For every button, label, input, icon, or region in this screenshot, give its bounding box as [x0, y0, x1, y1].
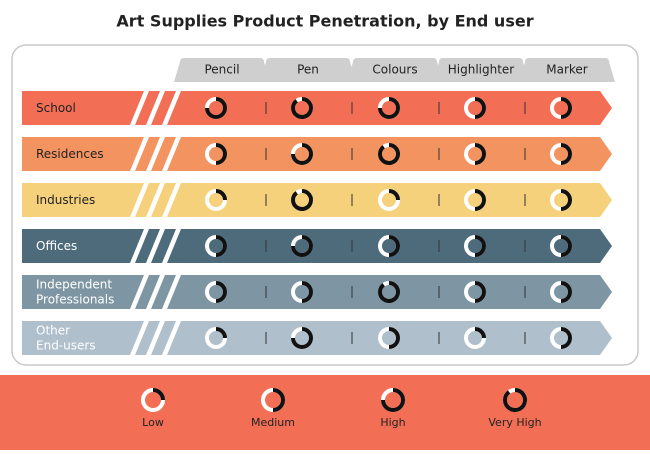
stripe [146, 229, 165, 263]
penetration-ring [291, 143, 313, 165]
row-label-line: Professionals [36, 292, 114, 306]
row-label-line: Residences [36, 147, 104, 161]
row-band [22, 321, 612, 355]
row-label: Offices [36, 239, 77, 253]
stripe [162, 275, 181, 309]
stripe [162, 137, 181, 171]
legend-ring [272, 388, 285, 412]
penetration-ring [378, 143, 400, 165]
legend-ring [381, 388, 405, 412]
stripe [146, 183, 165, 217]
column-tab [519, 58, 615, 82]
penetration-ring [291, 97, 313, 119]
penetration-ring [291, 235, 313, 257]
stripe [162, 183, 181, 217]
penetration-ring [215, 327, 227, 339]
stripe [130, 137, 149, 171]
column-tab [433, 58, 529, 82]
penetration-ring [560, 327, 572, 349]
column-tab [174, 58, 270, 82]
column-label: Pen [297, 63, 319, 77]
row-band [22, 183, 612, 217]
row-label: Residences [36, 147, 104, 161]
row-label: School [36, 101, 76, 115]
stripe [130, 275, 149, 309]
column-tab [347, 58, 443, 82]
penetration-ring [215, 189, 227, 201]
row-label-line: School [36, 101, 76, 115]
penetration-ring [388, 327, 400, 349]
row-band [22, 137, 612, 171]
penetration-ring [474, 235, 486, 257]
stripe [146, 275, 165, 309]
penetration-ring [215, 143, 227, 165]
stripe [146, 321, 165, 355]
legend-band [0, 375, 650, 450]
penetration-ring [388, 235, 400, 257]
penetration-ring [560, 189, 572, 211]
row-band [22, 91, 612, 125]
column-label: Highlighter [448, 63, 515, 77]
penetration-ring [474, 143, 486, 165]
column-label: Colours [372, 63, 417, 77]
penetration-ring [560, 97, 572, 119]
column-label: Marker [546, 63, 588, 77]
penetration-ring [291, 189, 313, 211]
row-label-line: Other [36, 323, 70, 337]
row-label-line: Industries [36, 193, 95, 207]
stripe [130, 183, 149, 217]
penetration-ring [474, 97, 486, 119]
stripe [130, 321, 149, 355]
stripe [162, 229, 181, 263]
penetration-ring [560, 281, 572, 303]
penetration-ring [474, 281, 486, 303]
penetration-ring [205, 97, 227, 119]
row-label-line: Independent [36, 277, 112, 291]
stripe [146, 137, 165, 171]
row-label: Industries [36, 193, 95, 207]
column-tab [260, 58, 356, 82]
legend-label: Medium [251, 416, 295, 429]
stripe [130, 91, 149, 125]
title: Art Supplies Product Penetration, by End… [116, 12, 533, 31]
row-band [22, 229, 612, 263]
penetration-ring [301, 281, 313, 303]
penetration-ring [291, 327, 313, 349]
penetration-ring [474, 327, 486, 339]
penetration-ring [474, 189, 486, 211]
stripe [130, 229, 149, 263]
penetration-ring [215, 235, 227, 257]
stripe [146, 91, 165, 125]
penetration-ring [378, 281, 400, 303]
legend-label: Very High [488, 416, 541, 429]
penetration-ring [378, 97, 400, 119]
penetration-ring [388, 189, 400, 201]
legend-label: High [380, 416, 405, 429]
column-label: Pencil [204, 63, 239, 77]
row-label: Other End-users [36, 323, 96, 352]
stripe [162, 321, 181, 355]
row-label: Independent Professionals [36, 277, 114, 306]
penetration-ring [215, 281, 227, 303]
row-label-line: Offices [36, 239, 77, 253]
row-label-line: End-users [36, 338, 96, 352]
legend-ring [152, 388, 165, 401]
penetration-ring [560, 143, 572, 165]
penetration-ring [560, 235, 572, 257]
legend-ring [503, 388, 527, 412]
stripe [162, 91, 181, 125]
legend-label: Low [142, 416, 164, 429]
